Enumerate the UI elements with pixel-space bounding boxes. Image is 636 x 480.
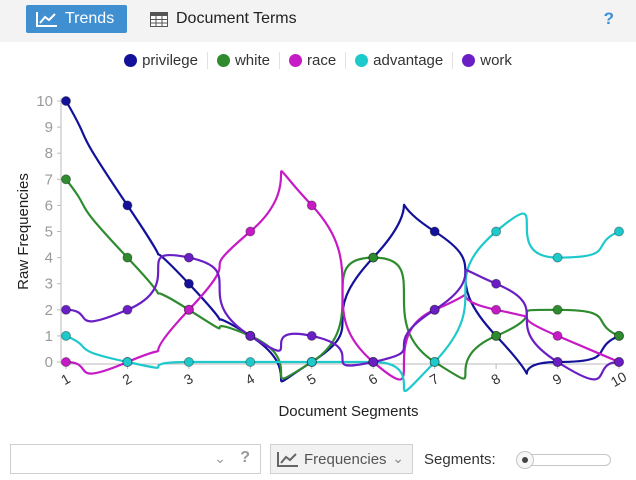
data-point-race — [306, 200, 317, 211]
x-axis-label: Document Segments — [278, 403, 418, 420]
legend-label: advantage — [373, 51, 444, 69]
legend-swatch — [124, 53, 138, 67]
legend-swatch — [216, 53, 230, 67]
data-point-race — [183, 304, 194, 315]
data-point-work — [61, 304, 71, 315]
data-point-privilege — [61, 96, 71, 106]
x-tick-label: 1 — [58, 370, 73, 388]
legend-item-race[interactable]: race — [278, 51, 345, 69]
combo-help-icon[interactable]: ? — [240, 449, 250, 466]
legend-swatch — [288, 53, 302, 67]
data-point-advantage — [183, 357, 194, 367]
series-line-race — [65, 170, 620, 381]
line-chart-icon — [36, 12, 57, 27]
y-tick-label: 6 — [45, 197, 53, 214]
legend-item-advantage[interactable]: advantage — [345, 51, 452, 69]
segments-slider-thumb[interactable] — [516, 451, 534, 469]
table-icon — [150, 11, 168, 27]
y-tick-label: 2 — [45, 302, 53, 319]
frequencies-label: Frequencies — [304, 450, 387, 468]
x-tick-label: 8 — [488, 370, 503, 388]
data-point-work — [183, 252, 194, 263]
x-tick-label: 4 — [242, 370, 257, 388]
data-point-advantage — [429, 357, 440, 367]
data-point-race — [491, 304, 502, 315]
series-line-advantage — [65, 212, 620, 393]
y-tick-label: 9 — [45, 119, 53, 136]
legend-item-white[interactable]: white — [206, 51, 279, 69]
data-point-work — [429, 304, 440, 315]
data-point-work — [122, 304, 133, 315]
series-line-work — [65, 253, 620, 381]
data-point-privilege — [122, 200, 133, 211]
y-tick-label: 0 — [45, 354, 53, 371]
data-point-advantage — [552, 252, 563, 263]
data-point-work — [491, 278, 502, 289]
top-toolbar: Trends Document Terms ? — [0, 0, 636, 42]
data-point-advantage — [614, 226, 624, 237]
series-line-privilege — [65, 100, 620, 383]
data-point-white — [614, 330, 624, 341]
data-point-race — [245, 226, 256, 237]
series-line-white — [65, 178, 620, 380]
chart-legend: privilege white race advantage work — [0, 49, 636, 71]
y-tick-label: 4 — [45, 250, 53, 267]
x-tick-label: 7 — [427, 370, 442, 388]
y-tick-label: 3 — [45, 276, 53, 293]
x-tick-label: 5 — [304, 370, 319, 388]
legend-item-work[interactable]: work — [452, 51, 521, 69]
x-tick-label: 6 — [365, 370, 380, 388]
term-search-combo[interactable]: ⌄ ? — [10, 444, 261, 474]
data-point-work — [306, 330, 317, 341]
x-tick-label: 9 — [550, 370, 565, 388]
data-point-race — [61, 357, 71, 367]
tab-trends-label: Trends — [65, 10, 115, 27]
tab-trends[interactable]: Trends — [26, 5, 127, 33]
x-tick-label: 2 — [120, 370, 135, 388]
data-point-privilege — [183, 278, 194, 289]
data-point-work — [614, 357, 624, 367]
help-button[interactable]: ? — [603, 9, 614, 28]
chevron-down-icon[interactable]: ⌄ — [214, 450, 226, 466]
data-point-white — [122, 252, 133, 263]
x-tick-label: 10 — [608, 368, 630, 390]
tab-document-terms-label: Document Terms — [176, 10, 297, 27]
y-tick-label: 7 — [45, 171, 53, 188]
segments-label: Segments: — [424, 451, 496, 468]
y-tick-label: 1 — [45, 328, 53, 345]
chevron-down-icon: ⌄ — [392, 450, 404, 466]
legend-label: privilege — [142, 51, 198, 69]
line-chart-icon — [277, 452, 298, 467]
legend-label: work — [480, 51, 512, 69]
legend-item-privilege[interactable]: privilege — [115, 52, 207, 69]
y-tick-label: 5 — [45, 224, 53, 241]
data-point-advantage — [61, 330, 71, 341]
legend-swatch — [355, 53, 369, 67]
tab-document-terms[interactable]: Document Terms — [150, 5, 297, 33]
y-tick-label: 10 — [36, 93, 53, 110]
frequencies-button[interactable]: Frequencies ⌄ — [270, 444, 413, 474]
data-point-white — [61, 174, 71, 185]
data-point-advantage — [245, 357, 256, 367]
data-point-advantage — [306, 357, 317, 367]
legend-swatch — [462, 53, 476, 67]
y-tick-label: 8 — [45, 145, 53, 162]
data-point-privilege — [429, 226, 440, 237]
data-point-white — [491, 330, 502, 341]
data-point-race — [552, 330, 563, 341]
data-point-advantage — [122, 357, 133, 367]
data-point-white — [552, 304, 563, 315]
legend-label: white — [234, 51, 270, 69]
bottom-toolbar: ⌄ ? Frequencies ⌄ Segments: — [0, 444, 636, 476]
data-point-work — [368, 357, 379, 367]
x-tick-label: 3 — [181, 370, 196, 388]
data-point-work — [245, 330, 256, 341]
legend-label: race — [306, 51, 337, 69]
data-point-work — [552, 357, 563, 367]
data-point-advantage — [491, 226, 502, 237]
y-axis-label: Raw Frequencies — [15, 173, 32, 290]
data-point-white — [368, 252, 379, 263]
